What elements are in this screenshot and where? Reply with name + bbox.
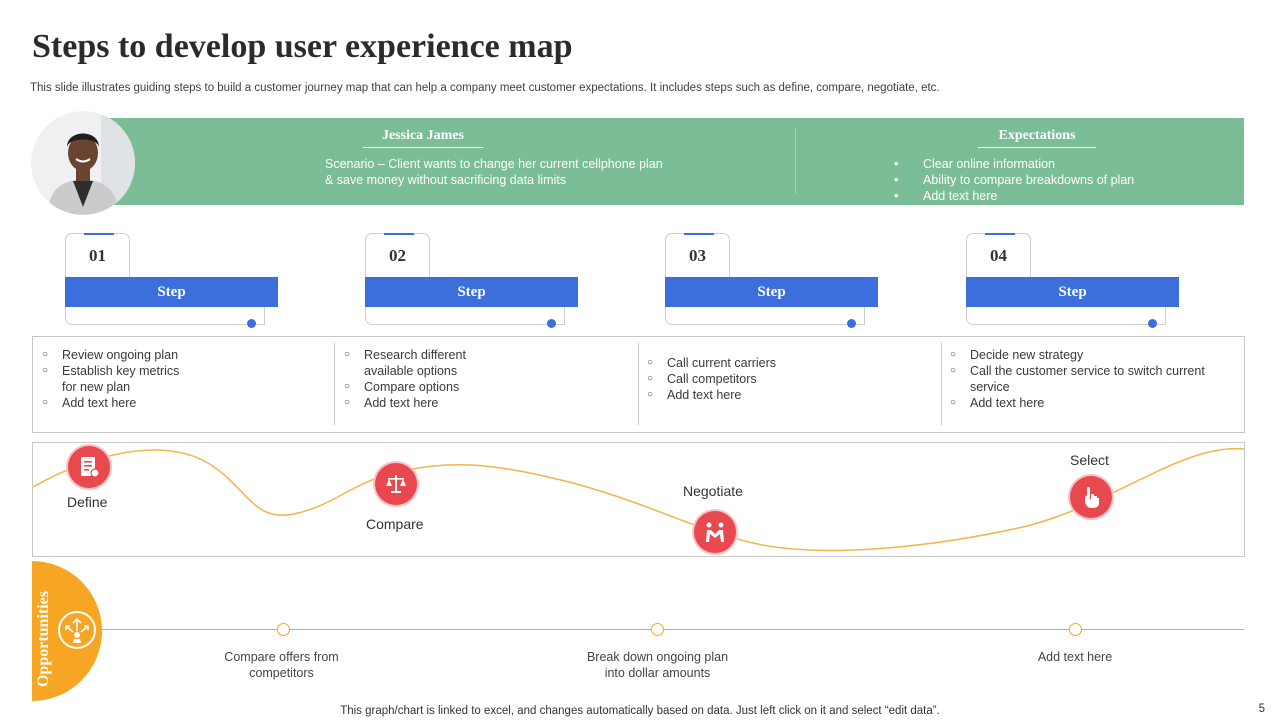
step-number: 02 — [389, 246, 406, 265]
step-number: 04 — [990, 246, 1007, 265]
opportunity-item: Compare offers from competitors — [224, 650, 339, 680]
expectations-title: Expectations — [978, 128, 1096, 148]
step-card-3: 03 Step — [665, 233, 879, 328]
persona-block: Jessica James Scenario – Client wants to… — [245, 128, 665, 188]
expectation-item: Add text here — [890, 188, 1190, 204]
step-card-2: 02 Step — [365, 233, 579, 328]
details-column-2: Research different available options Com… — [344, 347, 514, 411]
page-title: Steps to develop user experience map — [32, 28, 573, 65]
opportunity-item: Add text here — [1037, 650, 1113, 664]
detail-item: Establish key metrics for new plan — [42, 363, 192, 395]
opportunity-node — [651, 623, 664, 636]
detail-item: Add text here — [950, 395, 1240, 411]
stage-label-compare: Compare — [366, 516, 424, 532]
detail-item: Call competitors — [647, 371, 847, 387]
hand-pointer-icon — [1070, 476, 1112, 518]
opportunities-line — [102, 629, 1244, 630]
step-label: Step — [65, 277, 278, 307]
detail-item: Decide new strategy — [950, 347, 1240, 363]
step-card-1: 01 Step — [65, 233, 279, 328]
journey-curve — [33, 447, 1244, 552]
persona-name: Jessica James — [363, 128, 483, 148]
page-number: 5 — [1258, 703, 1265, 715]
step-label: Step — [365, 277, 578, 307]
details-column-4: Decide new strategy Call the customer se… — [950, 347, 1240, 411]
scales-icon — [375, 463, 417, 505]
page-subtitle: This slide illustrates guiding steps to … — [30, 82, 940, 94]
step-dot — [547, 319, 556, 328]
expectations-block: Expectations Clear online information Ab… — [890, 128, 1190, 204]
handshake-icon — [694, 511, 736, 553]
stage-label-negotiate: Negotiate — [683, 483, 743, 499]
footer-note: This graph/chart is linked to excel, and… — [340, 705, 940, 717]
detail-item: Add text here — [647, 387, 847, 403]
banner-divider — [795, 128, 796, 194]
step-number: 03 — [689, 246, 706, 265]
avatar — [31, 111, 135, 215]
detail-item: Call current carriers — [647, 355, 847, 371]
expectation-item: Clear online information — [890, 156, 1190, 172]
detail-item: Review ongoing plan — [42, 347, 232, 363]
opportunity-node — [1069, 623, 1082, 636]
opportunity-node — [277, 623, 290, 636]
step-label: Step — [665, 277, 878, 307]
step-dot — [247, 319, 256, 328]
detail-item: Add text here — [344, 395, 514, 411]
step-dot — [1148, 319, 1157, 328]
step-number: 01 — [89, 246, 106, 265]
step-label: Step — [966, 277, 1179, 307]
persona-scenario: Scenario – Client wants to change her cu… — [325, 157, 663, 187]
details-column-3: Call current carriers Call competitors A… — [647, 355, 847, 403]
detail-item: Add text here — [42, 395, 232, 411]
opportunities-title: Opportunities — [35, 591, 52, 688]
stage-label-define: Define — [67, 494, 108, 510]
growth-arrows-icon — [58, 611, 96, 649]
detail-item: Compare options — [344, 379, 514, 395]
details-column-1: Review ongoing plan Establish key metric… — [42, 347, 232, 411]
stage-label-select: Select — [1070, 452, 1109, 468]
journey-curve-panel: Define Compare Negotiate Select — [32, 442, 1245, 557]
step-card-4: 04 Step — [966, 233, 1180, 328]
detail-item: Research different available options — [344, 347, 484, 379]
step-details-box: Review ongoing plan Establish key metric… — [32, 336, 1245, 433]
expectation-item: Ability to compare breakdowns of plan — [890, 172, 1190, 188]
document-icon — [68, 446, 110, 488]
opportunity-item: Break down ongoing plan into dollar amou… — [586, 650, 729, 680]
detail-item: Call the customer service to switch curr… — [950, 363, 1225, 395]
step-dot — [847, 319, 856, 328]
